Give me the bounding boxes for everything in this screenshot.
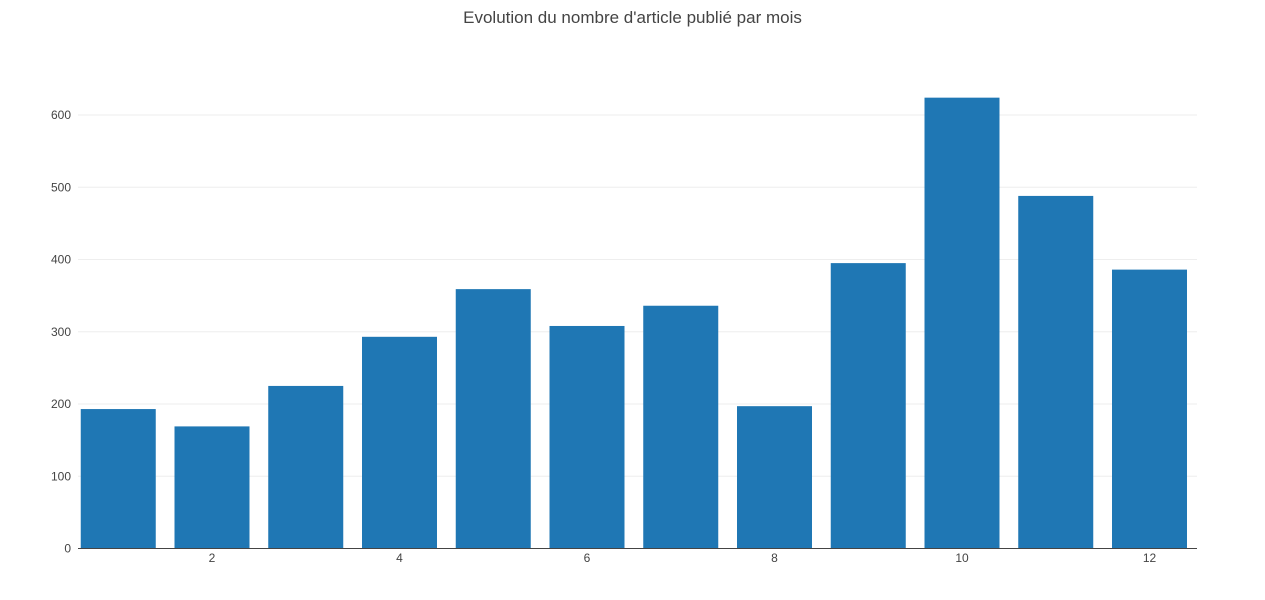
x-tick-label: 8 — [771, 551, 778, 565]
chart-title: Evolution du nombre d'article publié par… — [463, 8, 802, 27]
x-tick-label: 4 — [396, 551, 403, 565]
y-tick-label: 600 — [51, 108, 71, 122]
bar-month-3[interactable] — [268, 385, 344, 549]
x-tick-label: 2 — [209, 551, 216, 565]
bar-month-9[interactable] — [830, 263, 906, 549]
bars — [80, 97, 1187, 549]
x-tick-label: 12 — [1143, 551, 1157, 565]
gridlines — [78, 114, 1197, 477]
y-tick-label: 200 — [51, 397, 71, 411]
bar-month-2[interactable] — [174, 426, 250, 549]
bar-month-5[interactable] — [455, 289, 531, 549]
y-tick-label: 300 — [51, 325, 71, 339]
bar-month-4[interactable] — [362, 336, 437, 549]
y-tick-label: 500 — [51, 180, 71, 194]
bar-month-1[interactable] — [80, 409, 156, 549]
y-tick-label: 100 — [51, 469, 71, 483]
bar-month-6[interactable] — [549, 325, 625, 549]
x-tick-label: 6 — [584, 551, 591, 565]
y-axis-ticks: 0 100 200 300 400 500 600 — [51, 108, 71, 556]
x-tick-label: 10 — [955, 551, 969, 565]
x-axis-ticks: 2 4 6 8 10 12 — [209, 551, 1157, 565]
y-tick-label: 0 — [64, 542, 71, 556]
bar-month-8[interactable] — [737, 406, 812, 549]
y-tick-label: 400 — [51, 253, 71, 267]
bar-month-10[interactable] — [924, 97, 1000, 549]
bar-month-11[interactable] — [1018, 195, 1094, 549]
bar-month-12[interactable] — [1112, 269, 1187, 549]
bar-month-7[interactable] — [643, 305, 719, 549]
